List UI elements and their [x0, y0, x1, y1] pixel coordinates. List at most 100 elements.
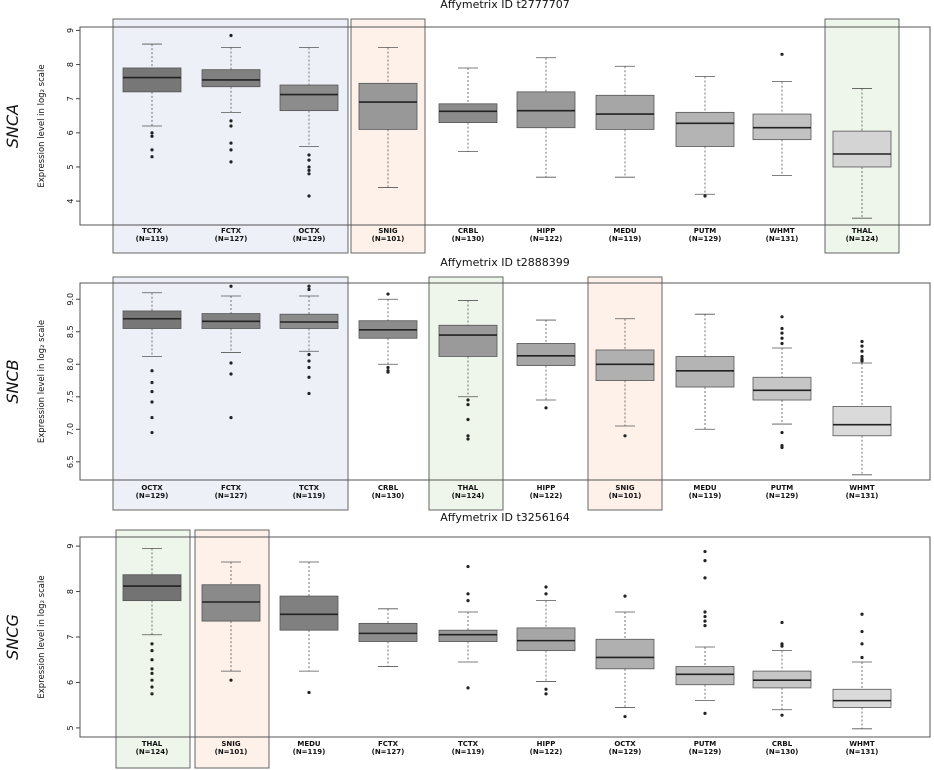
outlier-point: [544, 585, 548, 589]
outlier-point: [860, 629, 864, 634]
category-label: TCTX: [142, 227, 163, 235]
outlier-point: [466, 398, 470, 402]
category-count: (N=129): [689, 748, 722, 756]
box-whmt: WHMT(N=131): [752, 52, 812, 243]
outlier-point: [780, 336, 784, 340]
outlier-point: [466, 564, 470, 569]
category-label: SNIG: [221, 740, 241, 748]
box-fctx: FCTX(N=127): [201, 284, 261, 500]
box-iqr: [358, 82, 418, 130]
category-count: (N=119): [293, 748, 326, 756]
outlier-point: [150, 131, 154, 135]
outlier-point: [860, 339, 864, 344]
box-octx: OCTX(N=129): [279, 47, 339, 243]
panel-title: Affymetrix ID t2888399: [440, 256, 570, 269]
box-iqr: [832, 688, 892, 708]
box-whmt: WHMT(N=131): [832, 612, 892, 756]
outlier-point: [544, 692, 548, 696]
outlier-point: [703, 559, 707, 563]
category-label: FCTX: [221, 484, 242, 492]
category-label: PUTM: [771, 484, 794, 492]
box-tctx: TCTX(N=119): [438, 564, 498, 756]
box-iqr: [438, 324, 498, 357]
y-tick-label: 9.0: [66, 293, 75, 306]
outlier-point: [623, 594, 627, 598]
category-count: (N=127): [215, 235, 248, 243]
category-count: (N=129): [689, 235, 722, 243]
category-label: SNIG: [615, 484, 635, 492]
box-iqr: [752, 113, 812, 141]
box-iqr: [595, 94, 655, 130]
category-count: (N=130): [452, 235, 485, 243]
outlier-point: [466, 417, 470, 422]
outlier-point: [150, 692, 154, 696]
outlier-point: [780, 713, 784, 717]
box-medu: MEDU(N=119): [595, 65, 655, 243]
y-tick-label: 5: [66, 164, 75, 169]
outlier-point: [860, 642, 864, 646]
y-tick-label: 5: [66, 725, 75, 730]
outlier-point: [780, 326, 784, 331]
category-label: HIPP: [537, 740, 556, 748]
outlier-point: [703, 194, 707, 198]
category-label: FCTX: [221, 227, 242, 235]
highlight-region: [350, 18, 426, 254]
category-count: (N=122): [530, 235, 563, 243]
y-tick-label: 6.5: [66, 455, 75, 468]
outlier-point: [780, 620, 784, 625]
gene-label: SNCA: [3, 104, 22, 148]
box-iqr: [358, 622, 418, 642]
panel-snca: Affymetrix ID t2777707 SNCA Expression lev…: [3, 0, 931, 254]
panel-sncg: Affymetrix ID t3256164 SNCG Expression lev…: [3, 511, 931, 769]
outlier-point: [780, 341, 784, 346]
box-thal: THAL(N=124): [832, 88, 892, 243]
category-label: OCTX: [298, 227, 320, 235]
outlier-point: [780, 445, 784, 450]
outlier-point: [703, 624, 707, 628]
outlier-point: [229, 678, 233, 682]
category-count: (N=127): [372, 748, 405, 756]
outlier-point: [229, 148, 233, 152]
box-iqr: [832, 130, 892, 168]
category-label: WHMT: [849, 740, 875, 748]
box-iqr: [595, 349, 655, 381]
outlier-point: [466, 437, 470, 441]
outlier-point: [150, 649, 154, 653]
outlier-point: [466, 434, 470, 438]
panel-title: Affymetrix ID t3256164: [440, 511, 570, 524]
category-label: THAL: [142, 740, 163, 748]
outlier-point: [780, 315, 784, 319]
box-tctx: TCTX(N=119): [279, 284, 339, 500]
outlier-point: [860, 612, 864, 616]
outlier-point: [307, 168, 311, 172]
outlier-point: [860, 354, 864, 359]
box-iqr: [516, 627, 576, 652]
box-crbl: CRBL(N=130): [438, 67, 498, 243]
outlier-point: [307, 352, 311, 357]
outlier-point: [780, 331, 784, 335]
outlier-point: [780, 430, 784, 435]
category-count: (N=129): [293, 235, 326, 243]
category-count: (N=119): [136, 235, 169, 243]
outlier-point: [150, 671, 154, 675]
outlier-point: [229, 284, 233, 288]
plot-frame: [79, 26, 931, 226]
box-iqr: [516, 91, 576, 129]
outlier-point: [307, 359, 311, 363]
box-iqr: [279, 84, 339, 112]
highlight-region: [112, 18, 349, 254]
outlier-point: [703, 614, 707, 619]
outlier-point: [386, 365, 390, 370]
category-count: (N=130): [766, 748, 799, 756]
outlier-point: [150, 642, 154, 646]
box-octx: OCTX(N=129): [595, 594, 655, 756]
outlier-point: [544, 687, 548, 691]
box-iqr: [438, 629, 498, 642]
outlier-point: [229, 361, 233, 365]
outlier-point: [703, 711, 707, 715]
outlier-point: [623, 714, 627, 719]
outlier-point: [229, 124, 233, 128]
highlight-region: [115, 529, 191, 769]
box-iqr: [752, 376, 812, 401]
box-thal: THAL(N=124): [122, 547, 182, 756]
